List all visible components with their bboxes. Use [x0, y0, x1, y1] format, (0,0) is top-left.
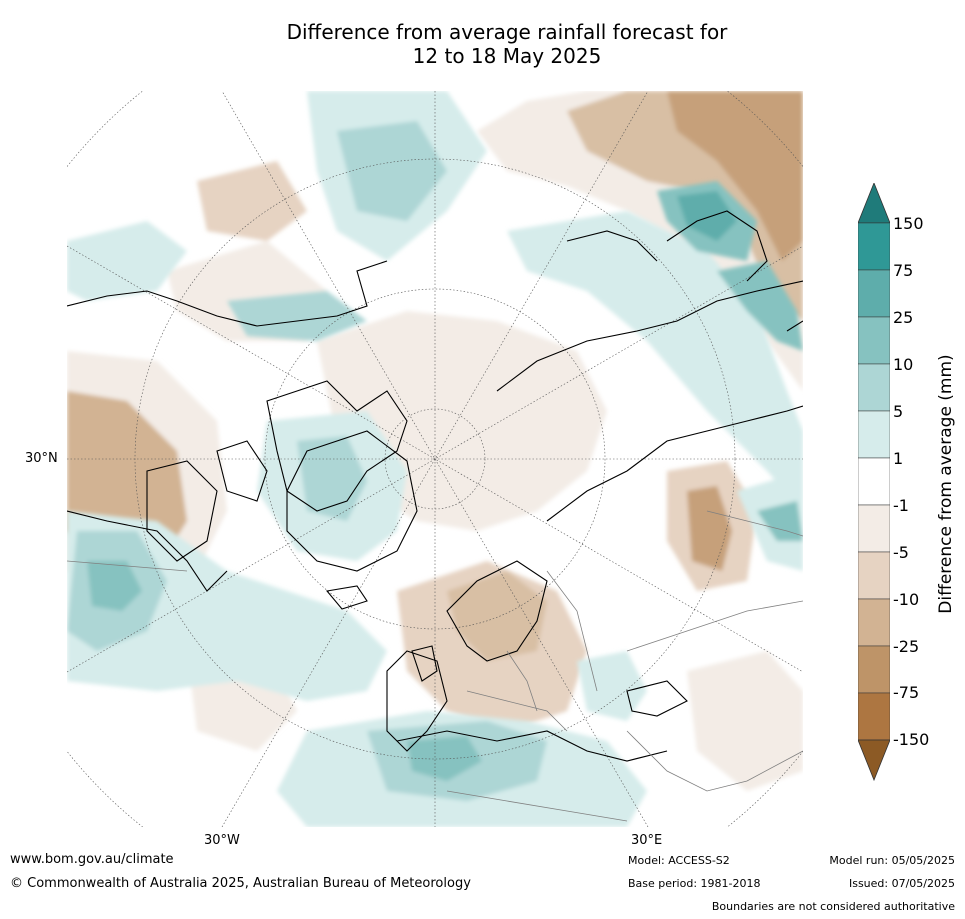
coast-kamchatka: [666, 210, 768, 282]
wet-region-north-pacific-south: [67, 221, 187, 301]
border-us-canada: [67, 560, 188, 572]
graticule: [67, 91, 803, 827]
copyright-text: © Commonwealth of Australia 2025, Austra…: [10, 876, 471, 891]
colorbar-label-150: 150: [893, 214, 924, 233]
coast-chukotka: [566, 230, 658, 262]
country-borders: [67, 510, 803, 822]
colorbar-label-neg5: -5: [893, 543, 909, 562]
coast-japan: [786, 320, 803, 332]
coast-mediterranean: [396, 730, 668, 762]
title-line-1: Difference from average rainfall forecas…: [286, 20, 728, 44]
wet-region-pacific-north-core: [337, 121, 447, 221]
colorbar-label-75: 75: [893, 261, 914, 280]
colorbar-label-25: 25: [893, 308, 914, 327]
colorbar-label-neg1: -1: [893, 496, 909, 515]
wet-region-bering: [227, 291, 367, 341]
website-link[interactable]: www.bom.gov.au/climate: [10, 852, 174, 867]
coast-greenland: [286, 430, 418, 572]
colorbar-label-neg150: -150: [893, 730, 930, 749]
wet-region-atlantic-deep: [87, 561, 142, 611]
colorbar-segment-1-neg1: [857, 457, 891, 506]
coast-russia-arctic: [546, 405, 803, 522]
model-run-text: Model run: 05/05/2025: [829, 854, 955, 867]
title-line-2: 12 to 18 May 2025: [412, 44, 602, 68]
dry-region-scandinavia: [447, 571, 547, 661]
coast-north-america-east: [67, 510, 228, 592]
wet-region-kamchatka-core: [677, 191, 737, 241]
colorbar: [857, 181, 891, 783]
wet-region-middle-east: [577, 651, 647, 721]
colorbar-segment-10-5: [857, 363, 891, 412]
colorbar-label-neg75: -75: [893, 683, 920, 702]
colorbar-segment-5-1: [857, 410, 891, 459]
border-russia-west: [546, 570, 598, 692]
wet-region-okhotsk: [717, 261, 803, 351]
colorbar-label-1: 1: [893, 449, 904, 468]
colorbar-segment-150-75: [857, 222, 891, 271]
wet-region-kazakhstan-core: [757, 501, 803, 541]
issued-text: Issued: 07/05/2025: [848, 877, 955, 890]
colorbar-segment-75-25: [857, 269, 891, 318]
border-kazakhstan: [626, 600, 803, 652]
coast-hudson: [146, 460, 218, 562]
colorbar-bottom-arrow: [857, 739, 891, 782]
dry-region-central-asia: [687, 651, 803, 791]
coast-scandinavia: [446, 560, 548, 662]
border-europe-east: [506, 650, 538, 712]
colorbar-label-neg25: -25: [893, 637, 920, 656]
dry-region-pacific-north: [197, 161, 307, 241]
coast-iceland: [325, 585, 368, 610]
colorbar-top-arrow: [857, 181, 891, 224]
colorbar-title: Difference from average (mm): [936, 354, 956, 614]
disclaimer-text: Boundaries are not considered authoritat…: [711, 900, 955, 913]
wet-anomaly-regions: [67, 91, 803, 827]
model-text: Model: ACCESS-S2: [628, 854, 730, 867]
border-china-mongolia: [706, 510, 803, 537]
lon-label-30w: 30°W: [204, 833, 240, 848]
colorbar-segment-neg5-neg10: [857, 551, 891, 600]
colorbar-segment-neg10-neg25: [857, 598, 891, 647]
colorbar-label-neg10: -10: [893, 590, 920, 609]
colorbar-segment-neg75-neg150: [857, 692, 891, 741]
colorbar-label-10: 10: [893, 355, 914, 374]
polar-rainfall-map: [67, 91, 803, 827]
map-title: Difference from average rainfall forecas…: [0, 20, 965, 68]
colorbar-svg: [857, 181, 891, 782]
parallel-60n: [264, 288, 606, 630]
coast-british-isles: [411, 645, 438, 682]
colorbar-segment-25-10: [857, 316, 891, 365]
dry-region-siberia-deep: [667, 91, 803, 261]
colorbar-segment-neg25-neg75: [857, 645, 891, 694]
wet-region-med-deep: [407, 736, 482, 781]
lat-label-30n: 30°N: [25, 451, 58, 466]
coast-alaska: [67, 260, 388, 327]
border-africa-north: [446, 790, 628, 822]
colorbar-segment-neg1-neg5: [857, 504, 891, 553]
coastlines: [67, 210, 803, 762]
coast-siberia-north: [496, 280, 803, 392]
lon-label-30e: 30°E: [631, 833, 663, 848]
wet-region-greenland-core: [297, 436, 367, 521]
coast-canada-archipelago: [216, 440, 268, 502]
border-europe-central: [466, 690, 568, 732]
map-svg: [67, 91, 803, 827]
coast-black-sea: [626, 680, 688, 717]
colorbar-label-5: 5: [893, 402, 904, 421]
border-middle-east: [626, 730, 803, 792]
base-period-text: Base period: 1981-2018: [628, 877, 761, 890]
